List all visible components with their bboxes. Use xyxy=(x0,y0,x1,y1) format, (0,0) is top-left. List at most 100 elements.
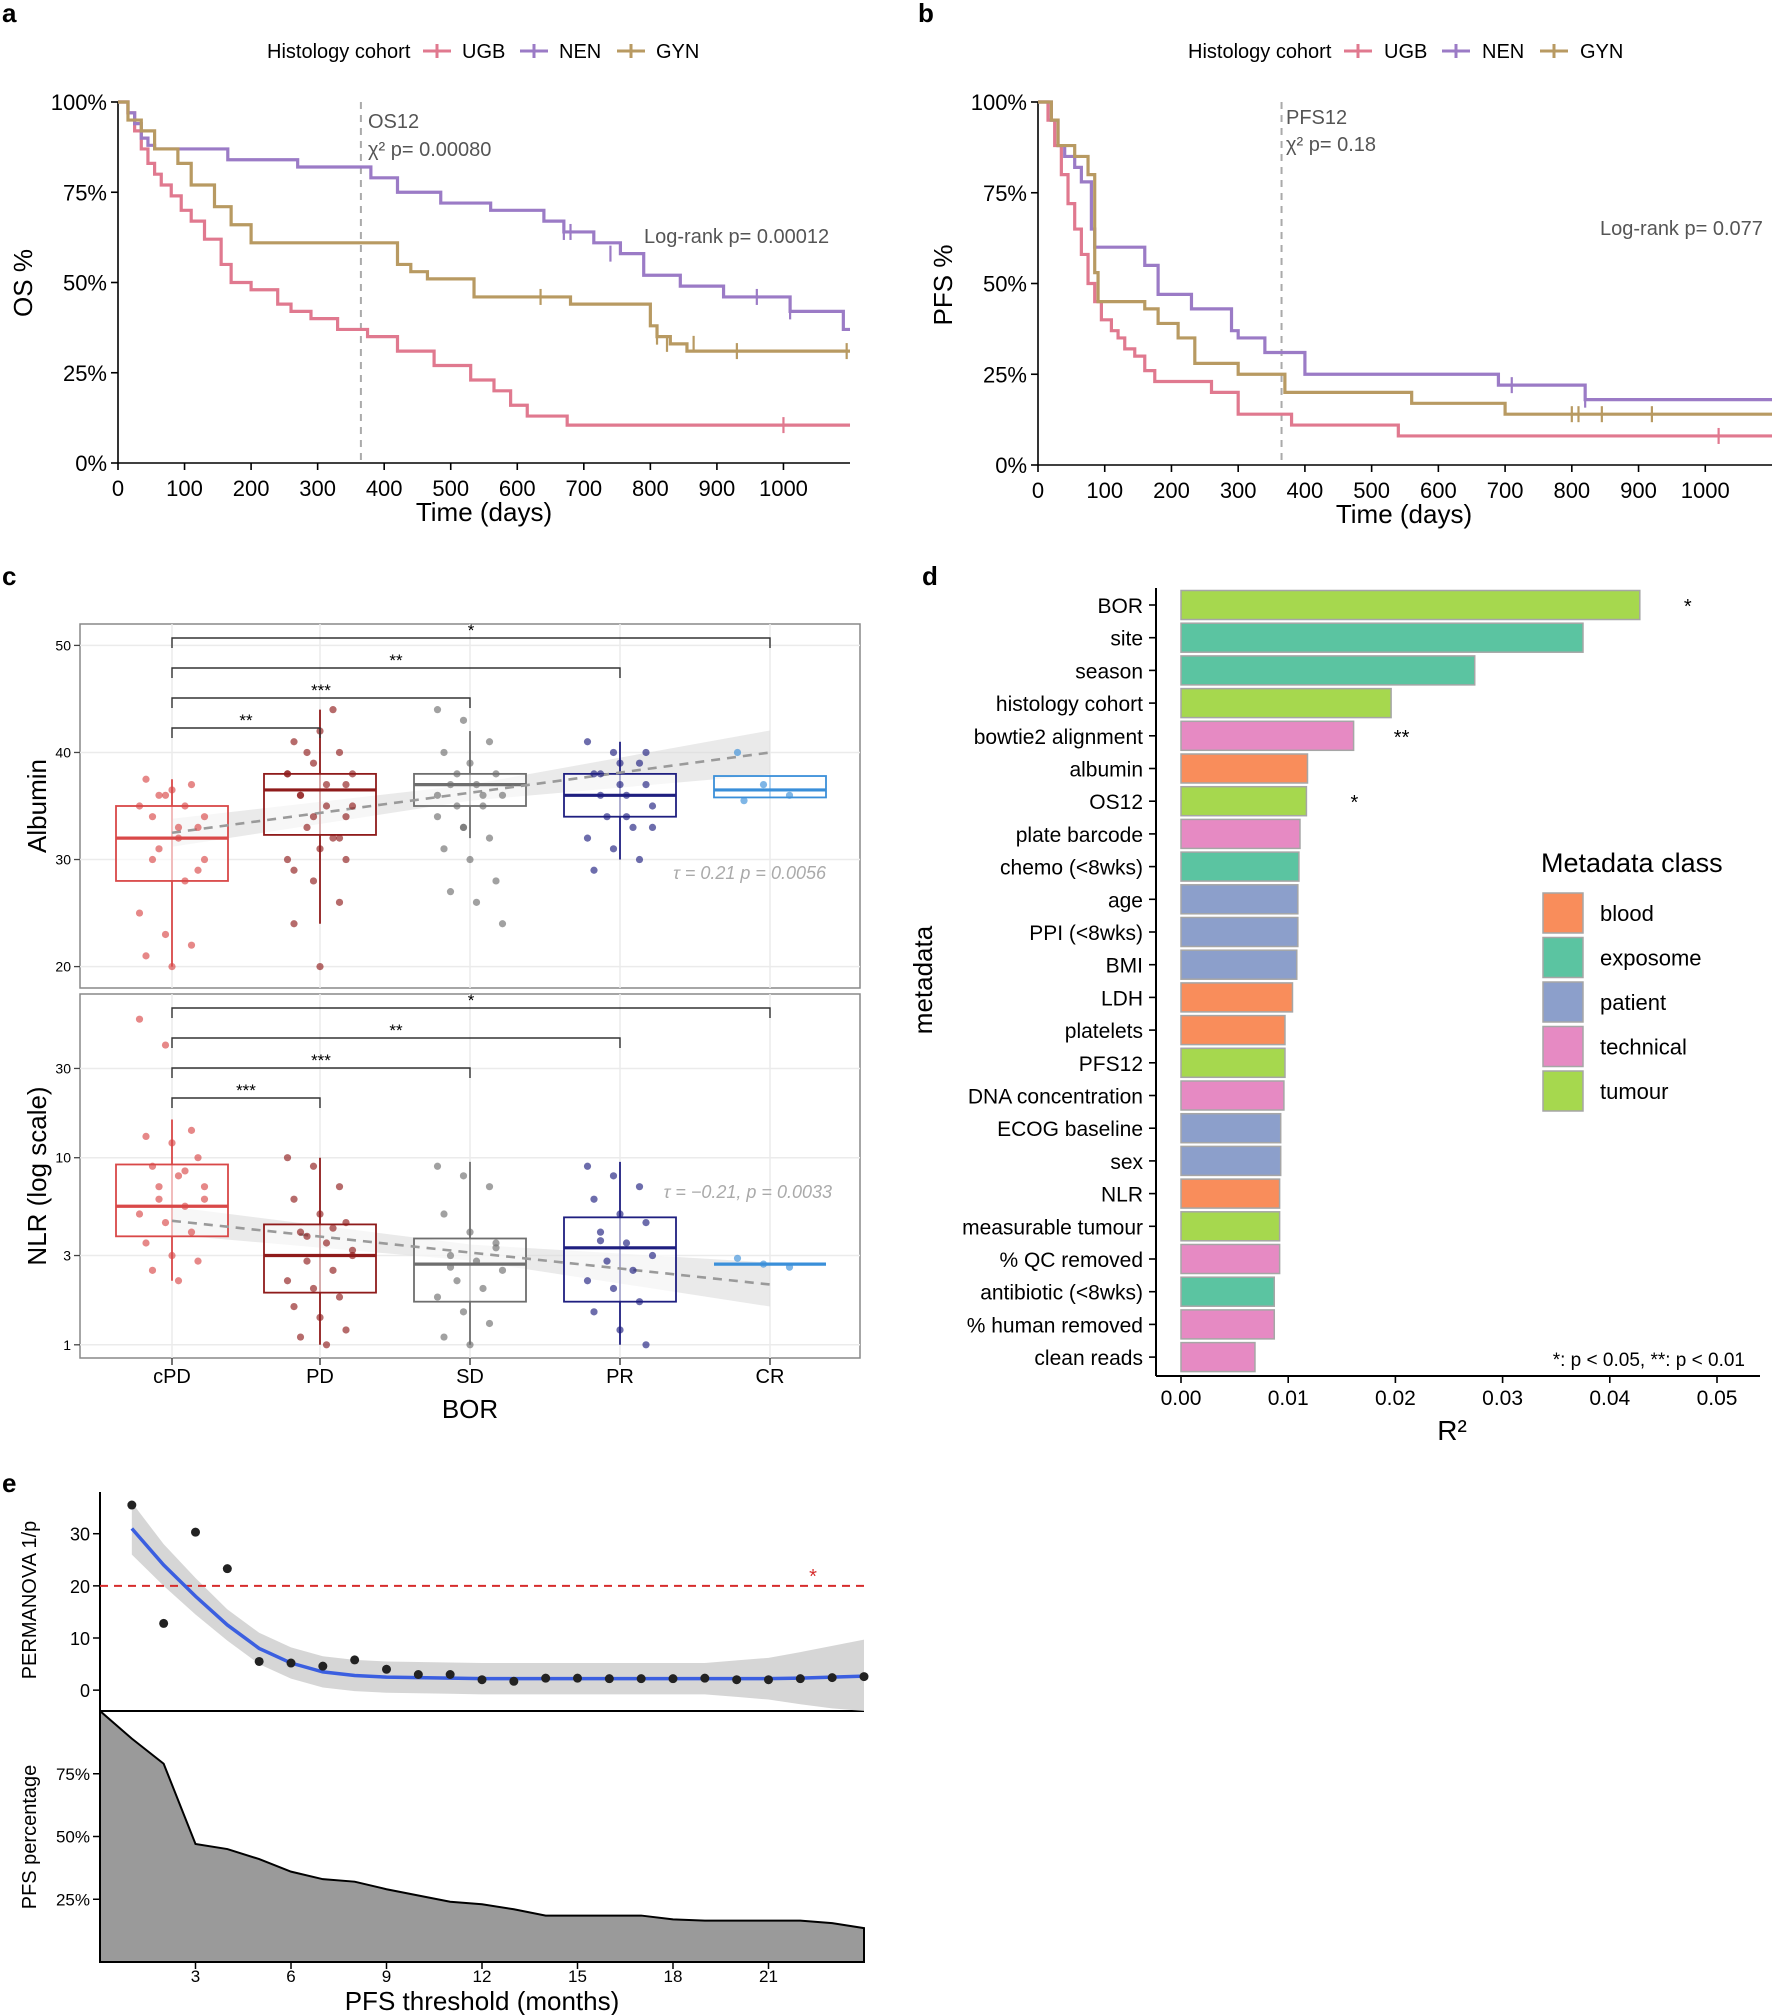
panel-c-box-sd xyxy=(413,1237,527,1303)
panel-c-point-pd xyxy=(335,834,344,842)
bar-clean-reads xyxy=(1180,1341,1256,1373)
panel-c-point-pr xyxy=(603,1257,611,1265)
panel-a-x-ticks: 0 100 200 300 400 500 600 700 800 900 1000 xyxy=(112,463,808,501)
panel-c-significance-stars: *** xyxy=(236,1081,256,1100)
bar-season xyxy=(1180,655,1476,686)
panel-c-point-pd xyxy=(335,898,344,906)
bar-chemo-8wks xyxy=(1180,851,1300,882)
a-curve-gyn xyxy=(118,100,850,353)
category-label-histology-cohort: histology cohort xyxy=(996,693,1143,716)
panel-e-pfs-area xyxy=(99,1708,865,1963)
panel-e-pfs-area-plot: 25% 50% 75% xyxy=(56,1708,865,1963)
panel-label-c: c xyxy=(2,561,16,591)
panel-e-smooth-confidence-band xyxy=(131,1502,865,1711)
category-label-bor: BOR xyxy=(1097,595,1143,618)
b-xtick-label: 200 xyxy=(1153,478,1190,503)
b-xtick-label: 100 xyxy=(1086,478,1123,503)
panel-c-point-pr xyxy=(609,845,618,853)
panel-c-point-cr xyxy=(740,797,748,805)
b-curve-gyn xyxy=(1038,100,1772,416)
panel-c-point-cr xyxy=(733,748,742,757)
panel-c-point-sd xyxy=(440,845,448,853)
panel-e-permanova-point xyxy=(191,1527,200,1537)
legend-label-ugb: UGB xyxy=(1384,41,1427,63)
legend-label-gyn: GYN xyxy=(1580,41,1623,63)
category-label-chemo-8wks: chemo (<8wks) xyxy=(1000,857,1143,880)
panel-c-box-sd xyxy=(413,772,527,807)
panel-e-pfs-threshold: 0 10 20 30 * 25% 50% 75% 3 6 9 12 15 18 21 PFS thres… xyxy=(19,1492,869,2015)
panel-c-point-pr xyxy=(635,1183,644,1191)
panel-e-top-y-label: PERMANOVA 1/p xyxy=(19,1521,41,1680)
panel-c-point-pd xyxy=(283,1277,292,1285)
a-curve-nen xyxy=(118,100,850,332)
b-xtick-label: 300 xyxy=(1220,478,1257,503)
panel-e-permanova-point xyxy=(573,1673,582,1683)
panel-c-point-cpd xyxy=(135,802,144,810)
panel-c-point-cr xyxy=(759,1260,768,1268)
panel-c-xtick-label-pd: PD xyxy=(306,1366,334,1388)
panel-c-point-pd xyxy=(316,1313,324,1322)
panel-label-e: e xyxy=(2,1468,16,1498)
panel-c-point-cpd xyxy=(174,834,183,842)
panel-c-point-pr xyxy=(635,855,644,864)
b-xtick-label: 900 xyxy=(1620,478,1657,503)
panel-c-point-cpd xyxy=(200,813,209,821)
panel-b-x-label: Time (days) xyxy=(1336,499,1472,529)
panel-e-ytick-label: 30 xyxy=(70,1525,90,1545)
panel-c-point-sd xyxy=(466,1341,474,1349)
panel-d-r2-bar-chart: BOR * site season histology cohort bowtie2 al… xyxy=(908,588,1760,1446)
panel-e-permanova-point xyxy=(413,1670,423,1679)
category-label-season: season xyxy=(1075,660,1143,683)
panel-c-point-pd xyxy=(283,855,292,864)
bar-human-removed xyxy=(1180,1309,1276,1340)
legend-label-nen: NEN xyxy=(1482,41,1524,63)
panel-c-point-sd xyxy=(466,1228,474,1236)
panel-c-significance-stars: ** xyxy=(239,711,253,730)
panel-c-point-pd xyxy=(296,1333,305,1341)
b-xtick-label: 500 xyxy=(1353,478,1390,503)
panel-c-ytick-label: 10 xyxy=(55,1150,71,1166)
a-xtick-label: 700 xyxy=(565,476,602,501)
panel-c-point-sd xyxy=(453,770,461,778)
panel-label-a: a xyxy=(2,0,17,28)
panel-e-bottom-ytick-label: 75% xyxy=(56,1765,90,1784)
panel-b-logrank-label: Log-rank p= 0.077 xyxy=(1600,218,1763,240)
panel-c-point-pr xyxy=(609,1172,618,1180)
panel-c-point-pr xyxy=(648,823,657,832)
bar-site xyxy=(1180,622,1584,653)
panel-e-ytick-label: 20 xyxy=(70,1577,90,1597)
panel-c-point-sd xyxy=(433,1293,442,1301)
panel-d-bars: BOR * site season histology cohort bowtie2 al… xyxy=(962,589,1692,1373)
a-ytick-label: 100% xyxy=(51,90,107,115)
bar-sex xyxy=(1180,1145,1282,1177)
bar-bor xyxy=(1180,589,1641,621)
bar-antibiotic-8wks xyxy=(1180,1276,1276,1307)
significance-star-bowtie2-alignment: ** xyxy=(1394,727,1410,749)
category-label-measurable-tumour: measurable tumour xyxy=(962,1216,1143,1239)
panel-b-cutoff-label: PFS12 xyxy=(1286,107,1347,129)
panel-c-point-pd xyxy=(290,1303,298,1311)
panel-c-point-cpd xyxy=(181,1167,189,1175)
panel-b-curves xyxy=(1038,100,1772,444)
panel-e-threshold-star: * xyxy=(809,1566,817,1588)
bar-albumin xyxy=(1180,753,1309,784)
panel-c-point-pr xyxy=(616,1326,624,1334)
panel-a-cutoff-label: OS12 xyxy=(368,111,419,133)
panel-c-point-pd xyxy=(342,1218,350,1227)
legend-label-blood: blood xyxy=(1600,901,1654,926)
panel-a-logrank-label: Log-rank p= 0.00012 xyxy=(644,226,829,248)
bar-ldh xyxy=(1180,982,1294,1013)
b-xtick-label: 0 xyxy=(1032,478,1044,503)
panel-e-x-ticks: 3 6 9 12 15 18 21 xyxy=(191,1962,778,1986)
panel-c-point-pd xyxy=(316,845,324,853)
panel-b-chi-label: χ² p= 0.18 xyxy=(1286,134,1376,156)
panel-c-ytick-label: 30 xyxy=(55,1060,71,1076)
panel-d-footnote: *: p < 0.05, **: p < 0.01 xyxy=(1553,1350,1745,1371)
category-label-human-removed: % human removed xyxy=(967,1314,1143,1337)
panel-e-xtick-label: 9 xyxy=(382,1967,391,1986)
panel-d-x-ticks: 0.00 0.01 0.02 0.03 0.04 0.05 xyxy=(1161,1376,1737,1410)
bar-ppi-8wks xyxy=(1180,916,1299,948)
panel-c-point-pr xyxy=(590,866,598,874)
panel-e-permanova-point xyxy=(604,1674,614,1684)
legend-label-patient: patient xyxy=(1600,990,1666,1015)
